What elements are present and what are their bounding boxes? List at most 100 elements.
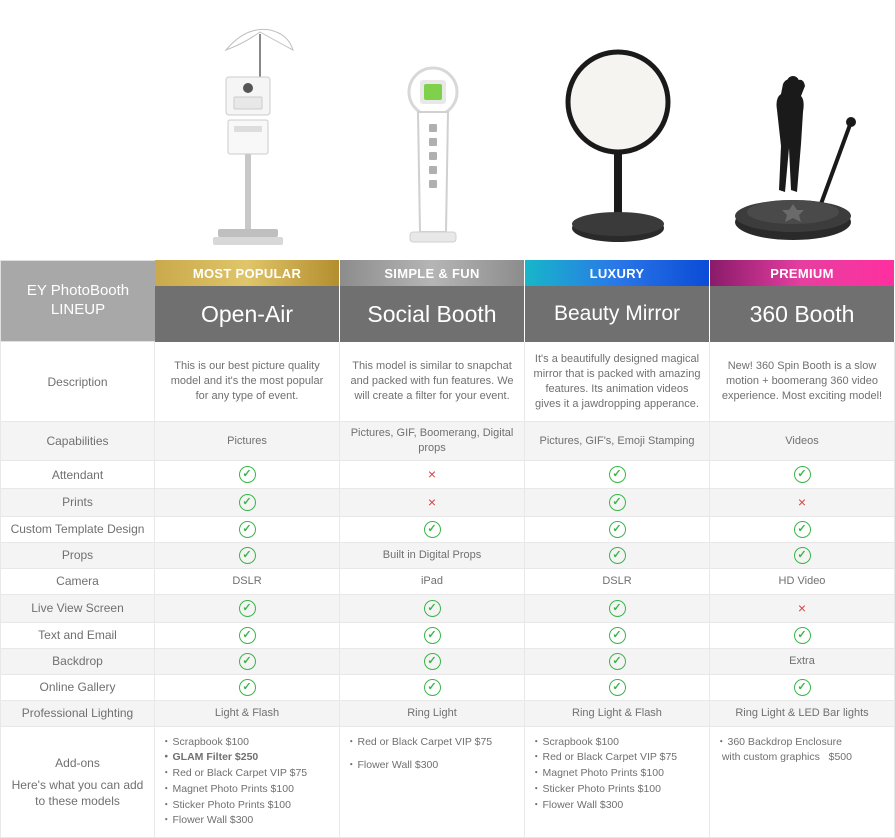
check-icon: ✓	[794, 547, 811, 564]
addons-cell: Scrapbook $100GLAM Filter $250Red or Bla…	[155, 727, 340, 838]
table-row: CapabilitiesPicturesPictures, GIF, Boome…	[0, 422, 895, 461]
product-name: Open-Air	[155, 286, 339, 342]
addon-item: 360 Backdrop Enclosure with custom graph…	[716, 735, 888, 767]
cross-icon: ×	[428, 493, 436, 512]
check-icon: ✓	[424, 627, 441, 644]
check-icon: ✓	[239, 600, 256, 617]
table-row: Professional LightingLight & FlashRing L…	[0, 701, 895, 727]
cell: ✓	[710, 461, 895, 489]
cell: HD Video	[710, 569, 895, 595]
tier-badge: SIMPLE & FUN	[340, 260, 524, 286]
cell: ✓	[340, 649, 525, 675]
cell: ✓	[155, 649, 340, 675]
check-icon: ✓	[794, 627, 811, 644]
row-label: Backdrop	[0, 649, 155, 675]
cell: ✓	[155, 595, 340, 623]
cell: Ring Light	[340, 701, 525, 727]
row-label: Description	[0, 342, 155, 422]
cell: ✓	[525, 461, 710, 489]
addon-item: Scrapbook $100	[161, 735, 333, 751]
cell: ✓	[340, 595, 525, 623]
table-row: Live View Screen ✓ ✓ ✓ ×	[0, 595, 895, 623]
open-air-image	[155, 0, 340, 260]
cross-icon: ×	[428, 465, 436, 484]
check-icon: ✓	[424, 679, 441, 696]
comparison-table: EY PhotoBooth LINEUP MOST POPULAROpen-Ai…	[0, 260, 895, 800]
check-icon: ✓	[609, 494, 626, 511]
column-header: SIMPLE & FUNSocial Booth	[340, 260, 525, 342]
cell: ✓	[155, 489, 340, 517]
cell: ✓	[155, 517, 340, 543]
row-label: Attendant	[0, 461, 155, 489]
beauty-mirror-image	[525, 0, 710, 260]
cell: ✓	[525, 595, 710, 623]
addon-item: Scrapbook $100	[531, 735, 703, 751]
table-row: Custom Template Design✓✓✓✓	[0, 517, 895, 543]
check-icon: ✓	[239, 627, 256, 644]
cell: ✓	[340, 517, 525, 543]
cell: ✓	[155, 675, 340, 701]
check-icon: ✓	[609, 600, 626, 617]
addons-cell: 360 Backdrop Enclosure with custom graph…	[710, 727, 895, 838]
cell: ✓	[340, 675, 525, 701]
addon-item: GLAM Filter $250	[161, 750, 333, 766]
addon-item: Flower Wall $300	[531, 798, 703, 814]
check-icon: ✓	[239, 653, 256, 670]
cell: ✓	[155, 461, 340, 489]
cell: ✓	[525, 649, 710, 675]
tier-badge: LUXURY	[525, 260, 709, 286]
table-row: Attendant ✓ × ✓ ✓	[0, 461, 895, 489]
cell: ✓	[710, 517, 895, 543]
social-booth-image	[340, 0, 525, 260]
check-icon: ✓	[239, 679, 256, 696]
table-row: DescriptionThis is our best picture qual…	[0, 342, 895, 422]
product-name: Beauty Mirror	[525, 286, 709, 342]
tier-badge: MOST POPULAR	[155, 260, 339, 286]
row-label: Custom Template Design	[0, 517, 155, 543]
row-label: Capabilities	[0, 422, 155, 461]
addons-cell: Scrapbook $100Red or Black Carpet VIP $7…	[525, 727, 710, 838]
table-row: Props✓Built in Digital Props✓✓	[0, 543, 895, 569]
table-row: Backdrop✓✓✓Extra	[0, 649, 895, 675]
check-icon: ✓	[794, 466, 811, 483]
row-label: Text and Email	[0, 623, 155, 649]
cell: This model is similar to snapchat and pa…	[340, 342, 525, 422]
table-row: Text and Email✓✓✓✓	[0, 623, 895, 649]
column-header: MOST POPULAROpen-Air	[155, 260, 340, 342]
check-icon: ✓	[609, 679, 626, 696]
cell: This is our best picture quality model a…	[155, 342, 340, 422]
addons-label: Add-onsHere's what you can add to these …	[0, 727, 155, 838]
addon-item: Red or Black Carpet VIP $75	[531, 750, 703, 766]
check-icon: ✓	[424, 521, 441, 538]
cell: ✓	[155, 623, 340, 649]
cell: ✓	[155, 543, 340, 569]
row-label: Camera	[0, 569, 155, 595]
addon-item: Red or Black Carpet VIP $75	[161, 766, 333, 782]
tier-badge: PREMIUM	[710, 260, 894, 286]
product-name: 360 Booth	[710, 286, 894, 342]
table-row: Online Gallery✓✓✓✓	[0, 675, 895, 701]
addon-item: Red or Black Carpet VIP $75	[346, 735, 518, 751]
product-images-row	[155, 0, 895, 260]
cell: ×	[710, 489, 895, 517]
cell: ✓	[525, 675, 710, 701]
addons-cell: Red or Black Carpet VIP $75Flower Wall $…	[340, 727, 525, 838]
cell: Pictures	[155, 422, 340, 461]
column-header: PREMIUM360 Booth	[710, 260, 895, 342]
addon-item: Sticker Photo Prints $100	[161, 798, 333, 814]
check-icon: ✓	[239, 466, 256, 483]
column-header: LUXURYBeauty Mirror	[525, 260, 710, 342]
cross-icon: ×	[798, 599, 806, 618]
row-label: Live View Screen	[0, 595, 155, 623]
check-icon: ✓	[424, 600, 441, 617]
row-label: Online Gallery	[0, 675, 155, 701]
addon-item: Sticker Photo Prints $100	[531, 782, 703, 798]
cell: New! 360 Spin Booth is a slow motion + b…	[710, 342, 895, 422]
check-icon: ✓	[609, 547, 626, 564]
cell: DSLR	[525, 569, 710, 595]
cell: Pictures, GIF, Boomerang, Digital props	[340, 422, 525, 461]
row-label: Prints	[0, 489, 155, 517]
cell: ✓	[525, 489, 710, 517]
check-icon: ✓	[609, 466, 626, 483]
cell: ×	[340, 489, 525, 517]
